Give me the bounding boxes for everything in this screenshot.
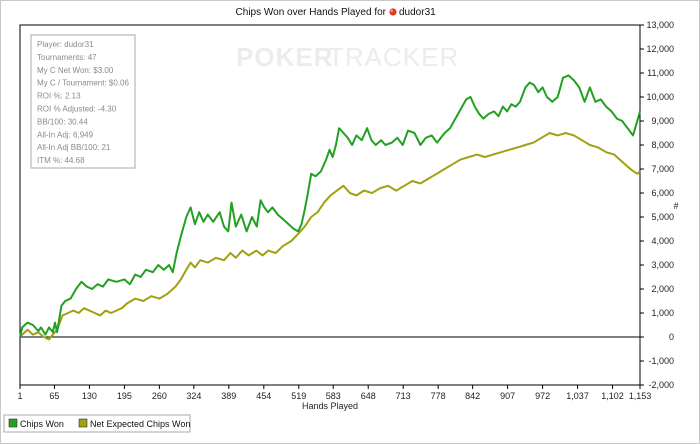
legend-swatch-chips-won [8, 418, 18, 428]
x-tick-label: 130 [82, 391, 97, 401]
watermark-poker: POKER [236, 42, 333, 72]
stats-line: ROI % Adjusted: -4.30 [37, 105, 117, 114]
x-tick-label: 454 [256, 391, 271, 401]
x-tick-label: 260 [152, 391, 167, 401]
legend-label-net-expected: Net Expected Chips Won [90, 419, 190, 429]
stats-line: Tournaments: 47 [37, 53, 97, 62]
y-tick-label: -2,000 [648, 380, 674, 390]
watermark-tracker: TRACKER [328, 42, 459, 72]
stats-line: All-In Adj BB/100: 21 [37, 143, 111, 152]
x-tick-label: 519 [291, 391, 306, 401]
x-tick-label: 778 [431, 391, 446, 401]
series-line-net-expected-chips-won [19, 132, 641, 341]
stats-line: BB/100: 30.44 [37, 117, 88, 126]
stats-line: My C / Tournament: $0.06 [37, 79, 129, 88]
stats-box: Player: dudor31 Tournaments: 47 My C Net W… [30, 34, 136, 169]
legend-label-chips-won: Chips Won [20, 419, 64, 429]
x-tick-label: 583 [326, 391, 341, 401]
y-tick-label: 3,000 [651, 260, 674, 270]
stats-line: ITM %: 44.68 [37, 156, 85, 165]
chart-title: Chips Won over Hands Played for [236, 7, 387, 18]
series-layer [19, 74, 641, 341]
stats-line: All-In Adj: 6,949 [37, 130, 94, 139]
y-tick-label: 2,000 [651, 284, 674, 294]
y-tick-label: 10,000 [646, 92, 674, 102]
x-tick-label: 65 [49, 391, 59, 401]
y-tick-label: 12,000 [646, 44, 674, 54]
series-line-chips-won [19, 74, 641, 338]
legend-frame [3, 414, 191, 433]
y-tick-label: 8,000 [651, 140, 674, 150]
y-tick-label: 6,000 [651, 188, 674, 198]
y-tick-label: 4,000 [651, 236, 674, 246]
stats-box-frame [30, 34, 136, 169]
player-icon [389, 8, 397, 16]
stats-line: ROI %: 2.13 [37, 92, 81, 101]
x-axis: 1 65 130 195 260 324 389 454 519 583 648 713 778 842 9… [17, 385, 651, 401]
x-tick-label: 713 [396, 391, 411, 401]
x-tick-label: 1,037 [566, 391, 589, 401]
legend-swatch-net-expected [78, 418, 88, 428]
x-axis-label: Hands Played [302, 401, 358, 411]
y-tick-label: -1,000 [648, 356, 674, 366]
x-tick-label: 324 [186, 391, 201, 401]
chart-title-player: dudor31 [399, 7, 436, 18]
x-tick-label: 907 [500, 391, 515, 401]
y-tick-label: 7,000 [651, 164, 674, 174]
x-tick-label: 648 [361, 391, 376, 401]
stats-line: Player: dudor31 [37, 40, 94, 49]
y-axis-label: # [673, 201, 678, 211]
stats-line: My C Net Won: $3.00 [37, 66, 114, 75]
y-tick-label: 1,000 [651, 308, 674, 318]
x-tick-label: 842 [465, 391, 480, 401]
y-axis: -2,000 -1,000 0 1,000 2,000 3,000 4,000 5,000 6,… [640, 20, 674, 390]
y-tick-label: 11,000 [647, 68, 674, 78]
x-tick-label: 1,102 [601, 391, 624, 401]
x-tick-label: 972 [535, 391, 550, 401]
y-tick-label: 5,000 [651, 212, 674, 222]
x-tick-label: 389 [221, 391, 236, 401]
y-tick-label: 0 [669, 332, 674, 342]
x-tick-label: 1,153 [629, 391, 652, 401]
x-tick-label: 195 [117, 391, 132, 401]
x-tick-label: 1 [17, 391, 22, 401]
y-tick-label: 9,000 [651, 116, 674, 126]
y-tick-label: 13,000 [646, 20, 674, 30]
